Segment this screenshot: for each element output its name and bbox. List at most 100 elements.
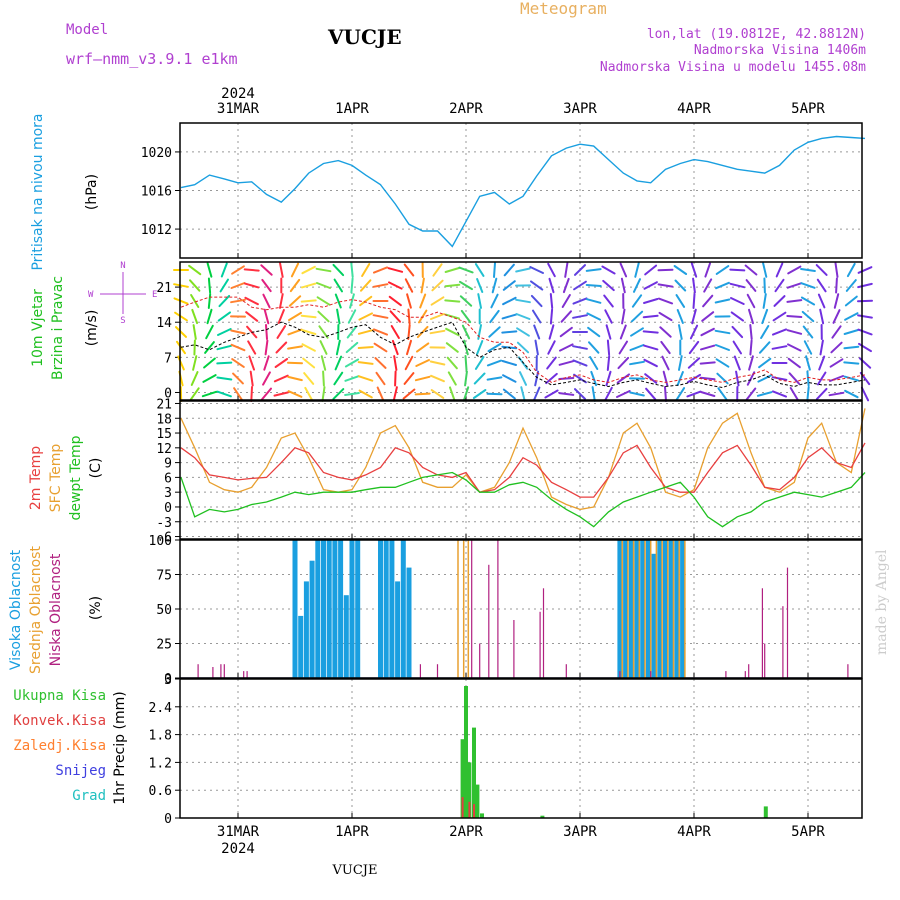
pressure-axis-unit: (hPa) xyxy=(84,174,100,210)
wind-arrow xyxy=(515,313,531,320)
wind-arrow xyxy=(344,375,360,382)
wind-arrow xyxy=(759,341,771,354)
top-day-label: 2APR xyxy=(449,101,483,117)
wind-arrow xyxy=(189,387,200,401)
y-tick-label: 0 xyxy=(164,501,172,516)
wind-arrow xyxy=(832,309,841,324)
top-day-labels: 31MAR 1APR 2APR 3APR 4APR 5APR xyxy=(217,101,826,117)
panel-frame xyxy=(179,678,863,819)
wind-arrow xyxy=(490,293,499,309)
wind-arrow xyxy=(249,370,254,387)
cloud-axis-high: Visoka Oblacnost xyxy=(8,549,24,670)
wind-arrow xyxy=(515,298,531,304)
wind-arrow xyxy=(530,294,543,308)
top-year-label: 2024 xyxy=(221,86,255,102)
wind-arrow xyxy=(359,295,373,307)
altitude-label: Nadmorska Visina 1406m xyxy=(694,43,866,58)
wind-arrow xyxy=(349,293,355,309)
wind-arrow xyxy=(630,310,644,323)
wind-arrow xyxy=(687,373,701,384)
wind-arrow xyxy=(730,297,745,305)
wind-arrow xyxy=(533,324,541,340)
wind-arrow xyxy=(216,390,232,398)
wind-arrow xyxy=(403,263,415,277)
wind-arrow xyxy=(344,358,360,368)
wind-arrow xyxy=(429,329,446,335)
cloud-axis-mid: Srednja Oblacnost xyxy=(28,546,44,674)
wind-arrow xyxy=(834,262,839,278)
wind-arrow xyxy=(532,309,542,324)
y-tick-label: 3 xyxy=(164,486,172,501)
convective-bar xyxy=(468,801,471,818)
wind-arrow xyxy=(589,356,599,370)
wind-arrow xyxy=(806,370,810,387)
wind-arrow xyxy=(201,390,218,398)
wind-arrow xyxy=(476,340,484,355)
wind-arrow xyxy=(230,298,246,304)
wind-arrow xyxy=(301,265,316,275)
wind-arrow xyxy=(789,387,799,401)
high-cloud-bar xyxy=(645,540,651,678)
wind-arrow xyxy=(621,308,626,325)
wind-arrow xyxy=(688,340,700,355)
wind-arrow xyxy=(703,278,713,293)
wind-arrow xyxy=(806,386,810,402)
wind-arrow xyxy=(333,371,344,386)
wind-arrow xyxy=(619,324,627,340)
wind-arrow xyxy=(332,388,345,400)
wind-arrow xyxy=(700,391,716,397)
wind-arrow xyxy=(786,329,803,335)
y-tick-label: -6 xyxy=(156,531,172,546)
wind-arrow xyxy=(459,295,473,307)
wind-arrow xyxy=(748,308,754,325)
top-day-label: 31MAR xyxy=(217,101,260,117)
wind-arrow xyxy=(245,311,259,322)
temp-axis-unit: (C) xyxy=(88,458,104,479)
pressure-line xyxy=(180,135,866,248)
wind-arrow xyxy=(704,262,711,278)
high-cloud-bar xyxy=(309,560,315,678)
wind-arrow xyxy=(843,375,859,382)
y-tick-label: 21 xyxy=(156,281,172,296)
wind-arrow xyxy=(829,358,844,368)
pressure-axis-title: Pritisak na nivou mora xyxy=(30,113,46,270)
wind-arrow xyxy=(250,386,253,402)
wind-arrow xyxy=(675,387,686,401)
wind-arrow xyxy=(689,324,699,340)
wind-arrow xyxy=(657,297,674,305)
wind-arrow xyxy=(657,283,674,288)
convective-bar xyxy=(461,797,464,818)
wind-arrow xyxy=(248,355,255,371)
footer-station: VUCJE xyxy=(332,863,378,878)
y-tick-label: 18 xyxy=(156,412,172,427)
wind-arrow xyxy=(350,277,354,294)
wind-arrow xyxy=(173,297,189,305)
wind-arrow xyxy=(279,293,284,309)
wind-arrow xyxy=(373,342,388,353)
wind-arrow xyxy=(700,327,715,337)
wind-arrow xyxy=(549,293,554,309)
wind-arrow xyxy=(735,370,740,387)
wind-arrow xyxy=(692,293,696,309)
rain-bar xyxy=(464,686,468,818)
y-tick-label: 1.2 xyxy=(149,756,172,771)
wind-arrow xyxy=(857,266,873,274)
wind-arrow xyxy=(206,262,213,278)
wind-arrow xyxy=(674,279,687,292)
wind-arrow xyxy=(458,266,474,274)
wind-arrow xyxy=(274,358,289,368)
wind-speed-line xyxy=(180,321,866,389)
wind-arrow xyxy=(558,377,575,380)
wind-arrow xyxy=(334,355,343,371)
wind-arrow xyxy=(202,374,217,383)
wind-arrow xyxy=(732,340,742,355)
wind-arrow xyxy=(414,392,431,396)
wind-arrow xyxy=(262,371,271,386)
wind-arrow xyxy=(660,340,671,355)
wind-arrow xyxy=(486,359,503,367)
wind-arrow xyxy=(699,376,716,381)
wind-arrow xyxy=(658,311,673,322)
wind-arrow xyxy=(287,328,303,336)
wind-arrow xyxy=(605,324,612,340)
wind-arrow xyxy=(358,312,373,321)
